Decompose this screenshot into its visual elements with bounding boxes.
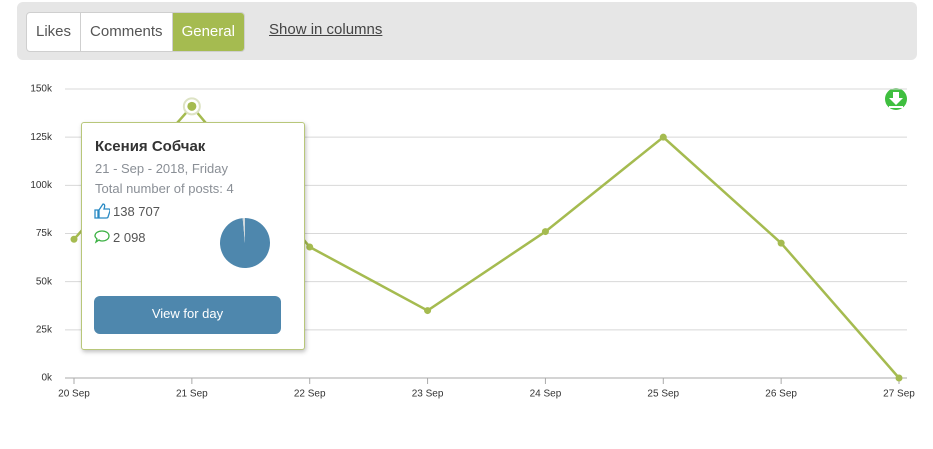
x-tick-label: 27 Sep xyxy=(883,389,915,400)
likes-count: 138 707 xyxy=(113,203,160,219)
pie xyxy=(220,218,270,268)
point xyxy=(541,228,549,236)
like-icon xyxy=(94,203,110,219)
view-for-day[interactable]: View for day xyxy=(94,296,281,334)
point xyxy=(424,307,432,315)
pie-slice xyxy=(242,218,245,243)
point xyxy=(659,133,667,141)
y-tick-label: 150k xyxy=(30,84,53,95)
x-tick-label: 25 Sep xyxy=(647,389,679,400)
tabs: Likes Comments General xyxy=(26,12,245,52)
point xyxy=(895,374,903,382)
point xyxy=(70,235,78,243)
x-tick-label: 20 Sep xyxy=(58,389,90,400)
tooltip-date: 21 - Sep - 2018, Friday xyxy=(95,161,228,176)
comments-row: 2 098 xyxy=(94,229,146,245)
tooltip: Ксения Собчак 21 - Sep - 2018, Friday To… xyxy=(81,122,305,350)
comments-count: 2 098 xyxy=(113,229,146,245)
y-tick-label: 0k xyxy=(41,373,53,384)
download-base xyxy=(889,106,903,108)
y-tick-label: 100k xyxy=(30,180,53,191)
x-tick-label: 22 Sep xyxy=(294,389,326,400)
tooltip-title: Ксения Собчак xyxy=(95,138,206,155)
y-tick-label: 75k xyxy=(36,228,53,239)
x-tick-label: 26 Sep xyxy=(765,389,797,400)
comment-icon xyxy=(94,230,110,244)
download-arrow xyxy=(889,92,903,105)
y-tick-label: 25k xyxy=(36,324,53,335)
tab[interactable]: Comments xyxy=(81,13,173,51)
x-tick-label: 24 Sep xyxy=(530,389,562,400)
point xyxy=(306,243,314,251)
y-tick-label: 125k xyxy=(30,132,53,143)
tab[interactable]: General xyxy=(172,13,244,51)
likes-row: 138 707 xyxy=(94,203,160,219)
tab[interactable]: Likes xyxy=(27,13,82,51)
toolbar: Likes Comments General Show in columns xyxy=(17,2,917,60)
x-tick-label: 21 Sep xyxy=(176,389,208,400)
show-in-columns[interactable]: Show in columns xyxy=(269,21,383,38)
tooltip-posts: Total number of posts: 4 xyxy=(95,181,234,196)
y-tick-label: 50k xyxy=(36,276,53,287)
x-tick-label: 23 Sep xyxy=(412,389,444,400)
point xyxy=(187,101,197,111)
point xyxy=(777,239,785,247)
